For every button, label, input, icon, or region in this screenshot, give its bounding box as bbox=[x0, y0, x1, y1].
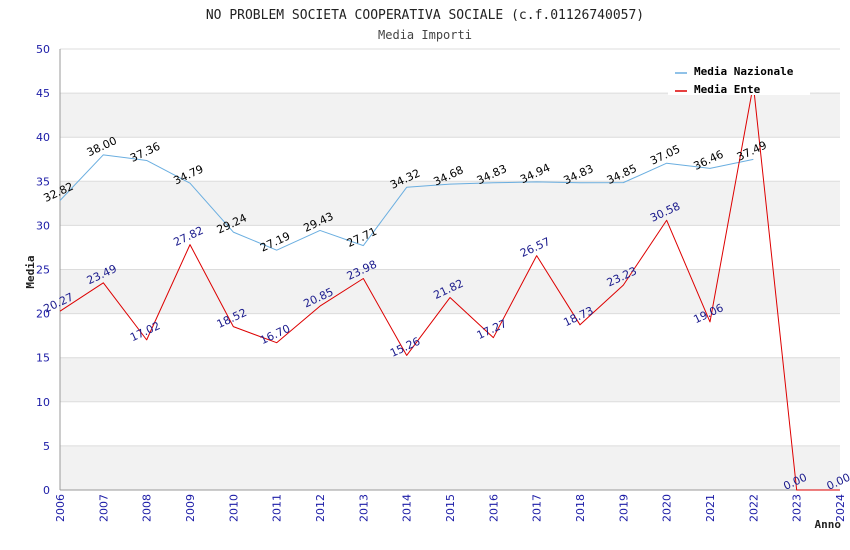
data-label: 16.70 bbox=[258, 322, 292, 347]
legend: Media Nazionale Media Ente bbox=[668, 59, 810, 96]
y-tick-label: 50 bbox=[36, 43, 50, 56]
x-axis-label: Anno bbox=[815, 518, 842, 531]
series-line-media-ente bbox=[59, 84, 840, 491]
y-tick-label: 5 bbox=[43, 440, 50, 453]
y-tick-label: 40 bbox=[36, 131, 50, 144]
series-line-media-nazionale bbox=[59, 154, 754, 251]
data-label: 38.00 bbox=[85, 134, 119, 159]
x-tick-label: 2024 bbox=[834, 494, 847, 522]
y-tick-label: 25 bbox=[36, 264, 50, 277]
plot-background-bands bbox=[60, 93, 840, 490]
x-tick-label: 2015 bbox=[444, 494, 457, 522]
plot-band bbox=[60, 181, 840, 226]
chart-title: NO PROBLEM SOCIETA COOPERATIVA SOCIALE (… bbox=[206, 8, 644, 23]
x-tick-label: 2023 bbox=[791, 494, 804, 522]
y-tick-label: 0 bbox=[43, 484, 50, 497]
data-label: 27.82 bbox=[171, 224, 205, 249]
x-tick-label: 2009 bbox=[184, 494, 197, 522]
data-label: 27.19 bbox=[258, 229, 292, 254]
x-tick-label: 2020 bbox=[661, 494, 674, 522]
y-tick-labels: 0 5 10 15 20 25 30 35 40 45 50 bbox=[36, 43, 50, 497]
legend-label-media-nazionale: Media Nazionale bbox=[694, 65, 794, 78]
y-tick-label: 45 bbox=[36, 87, 50, 100]
plot-band bbox=[60, 93, 840, 138]
x-tick-label: 2017 bbox=[531, 494, 544, 522]
y-tick-label: 15 bbox=[36, 352, 50, 365]
x-tick-label: 2022 bbox=[747, 494, 760, 522]
y-tick-label: 20 bbox=[36, 308, 50, 321]
x-tick-label: 2012 bbox=[314, 494, 327, 522]
x-tick-label: 2007 bbox=[97, 494, 110, 522]
x-tick-labels: 2006 2007 2008 2009 2010 2011 2012 2013 2014 2015… bbox=[54, 494, 847, 522]
plot-band bbox=[60, 357, 840, 402]
y-tick-label: 10 bbox=[36, 396, 50, 409]
x-tick-label: 2021 bbox=[704, 494, 717, 522]
x-tick-label: 2013 bbox=[357, 494, 370, 522]
data-label: 26.57 bbox=[518, 235, 552, 260]
legend-label-media-ente: Media Ente bbox=[694, 83, 761, 96]
x-tick-label: 2006 bbox=[54, 494, 67, 522]
chart-subtitle: Media Importi bbox=[378, 28, 472, 42]
x-tick-label: 2011 bbox=[271, 494, 284, 522]
series-lines bbox=[59, 84, 840, 491]
x-tick-label: 2019 bbox=[617, 494, 630, 522]
x-tick-label: 2010 bbox=[227, 494, 240, 522]
data-label: 36.46 bbox=[691, 148, 725, 173]
x-tick-label: 2014 bbox=[401, 494, 414, 522]
y-tick-label: 30 bbox=[36, 219, 50, 232]
y-axis-label: Media bbox=[24, 255, 37, 288]
legend-box bbox=[668, 59, 810, 95]
x-tick-label: 2008 bbox=[141, 494, 154, 522]
x-tick-label: 2018 bbox=[574, 494, 587, 522]
data-label: 17.27 bbox=[475, 317, 509, 342]
plot-band bbox=[60, 445, 840, 490]
data-label: 15.26 bbox=[388, 335, 422, 360]
plot-band bbox=[60, 269, 840, 314]
x-tick-label: 2016 bbox=[487, 494, 500, 522]
grid-lines bbox=[60, 48, 840, 491]
data-label: 27.71 bbox=[345, 225, 379, 250]
y-tick-label: 35 bbox=[36, 175, 50, 188]
data-label: 37.36 bbox=[128, 140, 162, 165]
